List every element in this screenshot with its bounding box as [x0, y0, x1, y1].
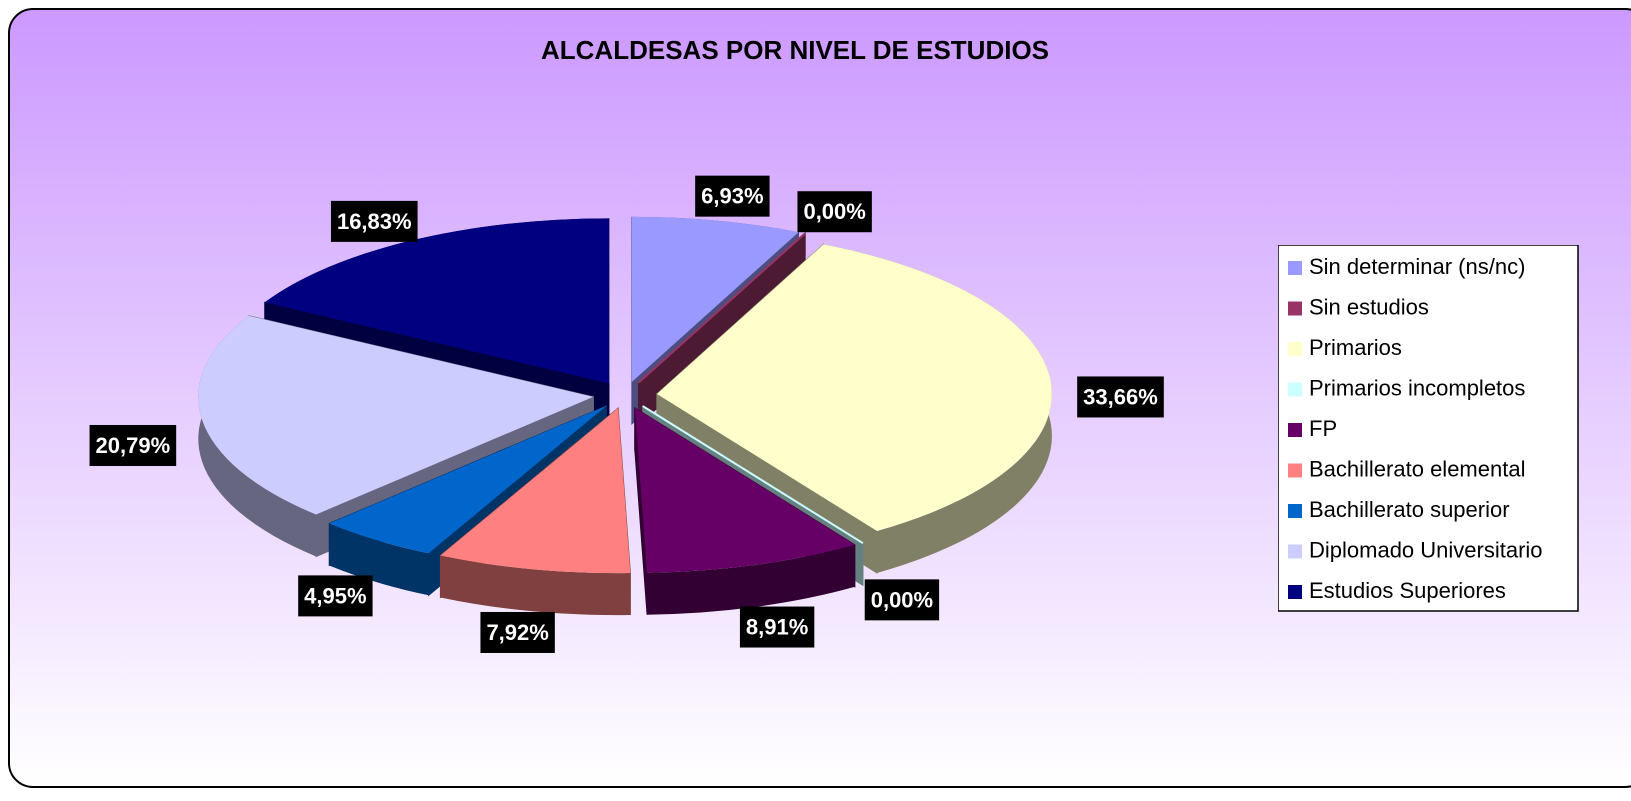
- legend-swatch: [1288, 504, 1302, 518]
- data-label: 16,83%: [337, 209, 412, 234]
- data-label: 0,00%: [803, 199, 865, 224]
- legend-swatch: [1288, 544, 1302, 559]
- slice: [329, 405, 607, 554]
- data-label: 7,92%: [486, 620, 548, 645]
- slice-wall: [647, 544, 855, 615]
- legend-label: Diplomado Universitario: [1309, 537, 1543, 562]
- slice: [198, 315, 594, 515]
- data-label: 4,95%: [304, 583, 366, 608]
- legend-label: Sin estudios: [1309, 294, 1429, 319]
- slice: [637, 232, 806, 384]
- legend-swatch: [1288, 463, 1302, 478]
- legend: Sin determinar (ns/nc) Sin estudios Primar…: [1278, 245, 1579, 612]
- legend-swatch: [1288, 261, 1302, 275]
- data-label: 8,91%: [746, 615, 808, 640]
- slice: [656, 244, 1052, 531]
- legend-label: Bachillerato elemental: [1309, 456, 1525, 481]
- slice-wall: [440, 555, 631, 616]
- slice-side: [634, 407, 648, 615]
- legend-swatch: [1288, 423, 1302, 437]
- slice: [642, 405, 864, 545]
- data-label: 0,00%: [871, 587, 933, 612]
- data-label-box: [330, 200, 418, 242]
- data-label: 20,79%: [96, 433, 171, 458]
- data-label-box: [89, 424, 177, 466]
- legend-box: [1278, 245, 1579, 612]
- pie: [198, 216, 1052, 616]
- chart-title: ALCALDESAS POR NIVEL DE ESTUDIOS: [541, 35, 1049, 65]
- legend-label: Sin determinar (ns/nc): [1309, 254, 1525, 279]
- data-label: 33,66%: [1083, 384, 1158, 409]
- data-label-box: [1077, 376, 1164, 418]
- data-label: 6,93%: [701, 184, 763, 209]
- data-label-box: [298, 575, 373, 617]
- slice: [264, 218, 609, 384]
- legend-swatch: [1288, 585, 1302, 599]
- slice: [631, 216, 799, 382]
- slice: [440, 408, 631, 574]
- slice: [634, 407, 855, 573]
- data-label-box: [480, 611, 555, 653]
- data-label-box: [739, 606, 815, 648]
- legend-label: Primarios: [1309, 335, 1402, 360]
- slice-wall: [329, 523, 429, 596]
- data-label-box: [864, 579, 940, 621]
- data-label-box: [695, 175, 770, 217]
- legend-swatch: [1288, 301, 1302, 316]
- legend-swatch: [1288, 342, 1302, 356]
- legend-label: Bachillerato superior: [1309, 497, 1510, 522]
- legend-label: FP: [1309, 416, 1337, 441]
- legend-swatch: [1288, 382, 1302, 397]
- legend-label: Estudios Superiores: [1309, 578, 1506, 603]
- legend-label: Primarios incompletos: [1309, 375, 1525, 400]
- data-label-box: [797, 191, 872, 233]
